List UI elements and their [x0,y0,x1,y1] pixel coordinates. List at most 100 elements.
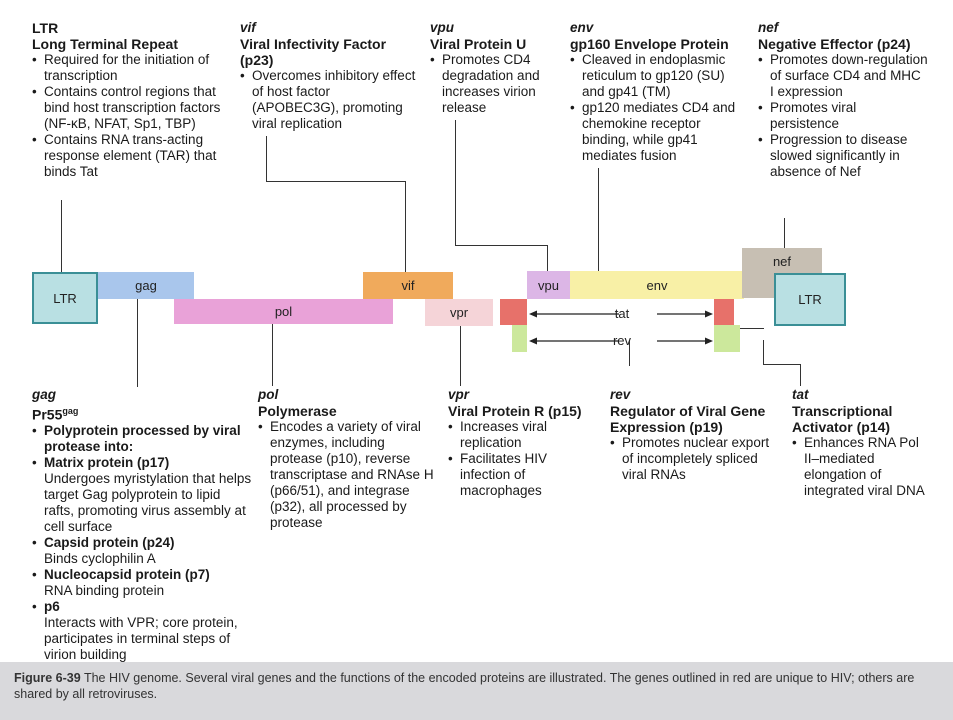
gene-label: rev [612,332,632,348]
pol-connector [272,324,273,386]
env-bullet: Cleaved in endoplasmic reticulum to gp12… [570,52,750,100]
gag-bullets: Polyprotein processed by viral protease … [32,423,252,471]
rev-arrow-label: rev [607,332,637,348]
gag-item-body: Interacts with VPR; core protein, partic… [44,614,238,662]
tat-connector [763,340,764,364]
tat-arrow-label: tat [607,305,637,321]
nef-title-main: Negative Effector [758,36,874,52]
nef-annotation: nef Negative Effector (p24) Promotes dow… [758,20,928,180]
nef-bullet: Progression to disease slowed significan… [758,132,928,180]
figure-label: Figure 6-39 [14,671,81,685]
gag-item-head: Matrix protein (p17) [44,454,170,470]
nef-title-extra: (p24) [877,36,911,52]
nef-connector [784,218,785,248]
gene-box-gag: gag [98,272,194,299]
vpu-gene-name: vpu [430,20,455,35]
vpu-title: Viral Protein U [430,36,527,52]
tat-gene-name: tat [792,387,809,402]
rev-exon-2 [714,325,740,352]
vif-connector [266,181,406,182]
tat-annotation: tat Transcriptional Activator (p14) Enha… [792,387,927,499]
gag-item-head: Polyprotein processed by viral protease … [44,422,241,454]
vif-bullets: Overcomes inhibitory effect of host fact… [240,68,420,132]
tat-connector [763,364,801,365]
tat-exon-1 [500,299,527,325]
rev-gene-name: rev [610,387,631,402]
gene-label: nef [772,254,792,269]
tat-connector [729,328,764,329]
pol-title: Polymerase [258,403,337,419]
rev-annotation: rev Regulator of Viral Gene Expression (… [610,387,780,483]
tat-title: Transcriptional Activator (p14) [792,403,893,435]
env-title: gp160 Envelope Protein [570,36,729,52]
vif-annotation: vif Viral Infectivity Factor (p23) Overc… [240,20,420,132]
vpu-connector [547,245,548,271]
gag-bullets: Nucleocapsid protein (p7) [32,567,252,583]
rev-arrowhead-left [529,337,537,345]
vpu-annotation: vpu Viral Protein U Promotes CD4 degrada… [430,20,560,116]
vpu-bullet: Promotes CD4 degradation and increases v… [430,52,560,116]
gag-item-body: Binds cyclophilin A [44,550,156,566]
pol-bullet: Encodes a variety of viral enzymes, incl… [258,419,440,531]
vpr-annotation: vpr Viral Protein R (p15) Increases vira… [448,387,600,499]
vpr-bullet: Increases viral replication [448,419,600,451]
nef-bullet: Promotes viral persistence [758,100,928,132]
vpr-connector [460,326,461,386]
gene-box-ltr-left: LTR [32,272,98,324]
tat-arrowhead-left [529,310,537,318]
ltr-gene-name: LTR [32,20,59,36]
ltr-title: Long Terminal Repeat [32,36,178,52]
caption-band [0,662,953,720]
tat-rev-arrows [529,310,713,345]
ltr-bullet: Contains control regions that bind host … [32,84,227,132]
tat-bullets: Enhances RNA Pol II–mediated elongation … [792,435,927,499]
nef-bullets: Promotes down-regulation of surface CD4 … [758,52,928,180]
gene-box-vpr: vpr [425,299,493,326]
nef-gene-name: nef [758,20,779,35]
gene-label: pol [274,304,293,319]
gene-label: vpr [449,305,469,320]
figure-caption: Figure 6-39 The HIV genome. Several vira… [14,670,939,702]
gag-bullet: Matrix protein (p17) [32,455,252,471]
gene-label: LTR [53,290,77,306]
ltr-bullet: Required for the initiation of transcrip… [32,52,227,84]
pol-bullets: Encodes a variety of viral enzymes, incl… [258,419,440,531]
tat-arrowhead-right [705,310,713,318]
rev-exon-1 [512,325,527,352]
vif-connector [405,181,406,272]
gene-box-ltr-right: LTR [774,273,846,326]
gag-gene-name: gag [32,387,57,402]
ltr-connector [61,200,62,272]
vpr-title: Viral Protein R (p15) [448,403,582,419]
gene-box-pol: pol [174,299,393,324]
gag-item-head: Nucleocapsid protein (p7) [44,566,210,582]
gene-label: gag [135,278,157,293]
figure-caption-text: The HIV genome. Several viral genes and … [14,671,915,701]
rev-title: Regulator of Viral Gene Expression (p19) [610,403,766,435]
gene-label: vif [401,278,415,293]
gag-annotation: gag Pr55gag Polyprotein processed by vir… [32,387,252,663]
vif-gene-name: vif [240,20,256,35]
env-annotation: env gp160 Envelope Protein Cleaved in en… [570,20,750,164]
vpu-connector [455,120,456,246]
vpr-gene-name: vpr [448,387,470,402]
gag-bullet: Capsid protein (p24) [32,535,252,551]
tat-connector [800,364,801,386]
gag-bullets: Capsid protein (p24) [32,535,252,551]
gag-precursor: Pr55gag [32,403,252,423]
vpu-connector [455,245,548,246]
vif-bullet: Overcomes inhibitory effect of host fact… [240,68,420,132]
gag-bullet: Nucleocapsid protein (p7) [32,567,252,583]
gene-label: vpu [538,277,559,293]
tat-bullet: Enhances RNA Pol II–mediated elongation … [792,435,927,499]
gag-connector [137,299,138,387]
gene-box-env: env [570,271,744,299]
vpr-bullets: Increases viral replication Facilitates … [448,419,600,499]
env-bullet: gp120 mediates CD4 and chemokine recepto… [570,100,750,164]
ltr-bullet: Contains RNA trans-acting response eleme… [32,132,227,180]
env-connector [598,168,599,272]
gene-label: tat [614,305,630,321]
vpu-bullets: Promotes CD4 degradation and increases v… [430,52,560,116]
gag-precursor-sup: gag [62,406,79,416]
vif-connector [266,136,267,182]
